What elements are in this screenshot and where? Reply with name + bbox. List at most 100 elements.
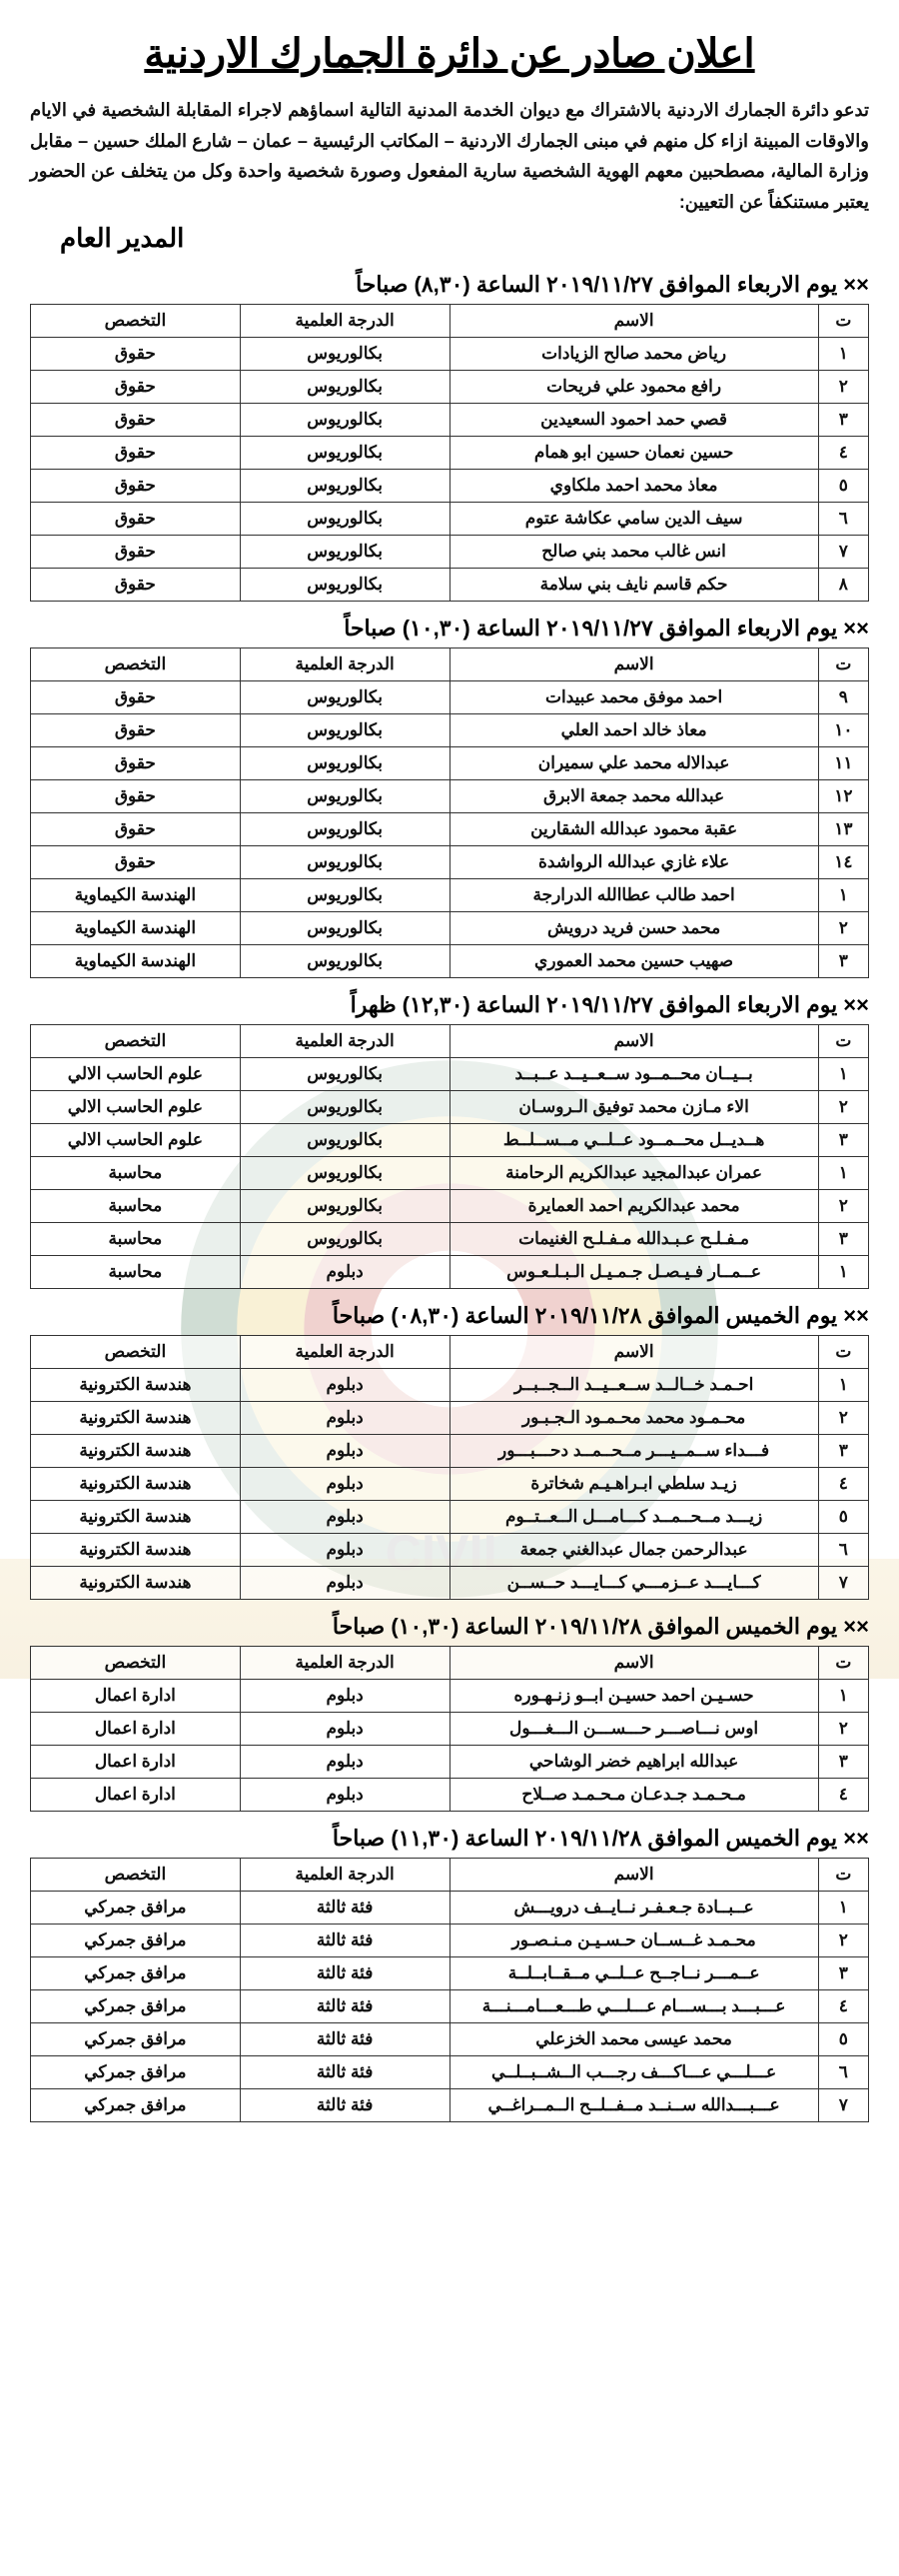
column-header-spec: التخصص	[31, 1025, 241, 1058]
cell-degree: بكالوريوس	[240, 1124, 450, 1157]
cell-index: ٨	[818, 569, 868, 602]
table-row: ٩احمد موفق محمد عبيداتبكالوريوسحقوق	[31, 681, 869, 714]
table-row: ١احـمـد خــالــد ســعــيــد الــجــبــرد…	[31, 1369, 869, 1402]
cell-index: ١	[818, 1680, 868, 1713]
table-row: ١٤علاء غازي عبدالله الرواشدةبكالوريوسحقو…	[31, 846, 869, 879]
cell-name: بــيــان محــمــود ســعــيــد عــبــد	[450, 1058, 818, 1091]
table-row: ٧كـــايـــد عــزمـــي كـــايـــد حــســن…	[31, 1567, 869, 1600]
table-row: ٢محـمـود محمد محـمـود الـجـبـوردبلومهندس…	[31, 1402, 869, 1435]
cell-spec: الهندسة الكيماوية	[31, 945, 241, 978]
table-row: ١عــبــادة جـعـفـر نــايــف درويـــشفئة …	[31, 1892, 869, 1925]
column-header-spec: التخصص	[31, 1647, 241, 1680]
cell-name: معاذ خالد احمد العلي	[450, 714, 818, 747]
cell-name: عـــبـــد بـــســـام عـــلـــي طـــعـــا…	[450, 1990, 818, 2023]
table-row: ٣مـفـلـح عـبـدالله مـفـلـح الغنيماتبكالو…	[31, 1223, 869, 1256]
cell-name: مـفـلـح عـبـدالله مـفـلـح الغنيمات	[450, 1223, 818, 1256]
cell-degree: بكالوريوس	[240, 879, 450, 912]
cell-index: ٣	[818, 1957, 868, 1990]
cell-degree: بكالوريوس	[240, 536, 450, 569]
cell-name: اوس نـــاصـــر حـــســـن الـــغـــول	[450, 1713, 818, 1746]
table-row: ٢الاء مـازن محمد توفيق الـروسـانبكالوريو…	[31, 1091, 869, 1124]
table-row: ٢رافع محمود علي فريحاتبكالوريوسحقوق	[31, 371, 869, 404]
cell-degree: فئة ثالثة	[240, 1957, 450, 1990]
cell-name: محمد عيسى محمد الخزعلي	[450, 2023, 818, 2056]
cell-index: ٣	[818, 1223, 868, 1256]
table-row: ٦سيف الدين سامي عكاشة عتومبكالوريوسحقوق	[31, 503, 869, 536]
cell-spec: هندسة الكترونية	[31, 1369, 241, 1402]
cell-name: زيـــد مــحــمــد كـــامـــل الــعــتــو…	[450, 1501, 818, 1534]
session-title: ×× يوم الاربعاء الموافق ٢٠١٩/١١/٢٧ الساع…	[30, 272, 869, 298]
cell-spec: محاسبة	[31, 1190, 241, 1223]
cell-degree: دبلوم	[240, 1680, 450, 1713]
table-row: ١١عبدالاله محمد علي سميرانبكالوريوسحقوق	[31, 747, 869, 780]
cell-degree: دبلوم	[240, 1369, 450, 1402]
cell-spec: حقوق	[31, 437, 241, 470]
cell-index: ١٠	[818, 714, 868, 747]
column-header-index: ت	[818, 1336, 868, 1369]
cell-degree: دبلوم	[240, 1402, 450, 1435]
cell-name: حسين نعمان حسين ابو همام	[450, 437, 818, 470]
table-row: ٦عـــلـــي عـــاكـــف رجـــب الــشــبــل…	[31, 2056, 869, 2089]
cell-spec: مرافق جمركي	[31, 1990, 241, 2023]
cell-degree: دبلوم	[240, 1501, 450, 1534]
cell-degree: بكالوريوس	[240, 1157, 450, 1190]
cell-index: ١	[818, 1256, 868, 1289]
session-title: ×× يوم الاربعاء الموافق ٢٠١٩/١١/٢٧ الساع…	[30, 992, 869, 1018]
cell-spec: حقوق	[31, 503, 241, 536]
cell-degree: بكالوريوس	[240, 780, 450, 813]
cell-spec: ادارة اعمال	[31, 1746, 241, 1779]
cell-index: ٢	[818, 1091, 868, 1124]
cell-index: ١٢	[818, 780, 868, 813]
session-title: ×× يوم الاربعاء الموافق ٢٠١٩/١١/٢٧ الساع…	[30, 616, 869, 642]
cell-name: محمد عبدالكريم احمد العمايرة	[450, 1190, 818, 1223]
cell-index: ٣	[818, 1746, 868, 1779]
cell-spec: هندسة الكترونية	[31, 1402, 241, 1435]
cell-index: ٤	[818, 437, 868, 470]
cell-name: عبدالله ابراهيم خضر الوشاحي	[450, 1746, 818, 1779]
cell-degree: بكالوريوس	[240, 1091, 450, 1124]
column-header-degree: الدرجة العلمية	[240, 1647, 450, 1680]
table-row: ٤عـــبـــد بـــســـام عـــلـــي طـــعـــ…	[31, 1990, 869, 2023]
table-row: ٧عـــبـــدالله ســنــد مــفــلــح الــمـ…	[31, 2089, 869, 2122]
cell-degree: فئة ثالثة	[240, 1892, 450, 1925]
cell-name: كـــايـــد عــزمـــي كـــايـــد حــســن	[450, 1567, 818, 1600]
cell-index: ٥	[818, 1501, 868, 1534]
cell-index: ١١	[818, 747, 868, 780]
column-header-degree: الدرجة العلمية	[240, 1859, 450, 1892]
cell-name: معاذ محمد احمد ملكاوي	[450, 470, 818, 503]
cell-degree: بكالوريوس	[240, 747, 450, 780]
cell-index: ٢	[818, 1713, 868, 1746]
session-title: ×× يوم الخميس الموافق ٢٠١٩/١١/٢٨ الساعة …	[30, 1826, 869, 1852]
table-row: ٦عبدالرحمن جمال عبدالغني جمعةدبلومهندسة …	[31, 1534, 869, 1567]
cell-degree: بكالوريوس	[240, 1190, 450, 1223]
cell-index: ٢	[818, 1190, 868, 1223]
cell-spec: مرافق جمركي	[31, 1925, 241, 1957]
cell-name: عــبــادة جـعـفـر نــايــف درويـــش	[450, 1892, 818, 1925]
cell-degree: دبلوم	[240, 1435, 450, 1468]
cell-index: ٢	[818, 1925, 868, 1957]
cell-spec: ادارة اعمال	[31, 1713, 241, 1746]
column-header-degree: الدرجة العلمية	[240, 648, 450, 681]
table-row: ٣صهيب حسين محمد العموريبكالوريوسالهندسة …	[31, 945, 869, 978]
column-header-name: الاسم	[450, 305, 818, 338]
column-header-index: ت	[818, 648, 868, 681]
table-row: ٧انس غالب محمد بني صالحبكالوريوسحقوق	[31, 536, 869, 569]
table-row: ٢محمد حسن فريد درويشبكالوريوسالهندسة الك…	[31, 912, 869, 945]
cell-spec: هندسة الكترونية	[31, 1435, 241, 1468]
cell-degree: بكالوريوس	[240, 569, 450, 602]
cell-spec: حقوق	[31, 536, 241, 569]
cell-name: رافع محمود علي فريحات	[450, 371, 818, 404]
cell-degree: دبلوم	[240, 1567, 450, 1600]
cell-index: ٢	[818, 912, 868, 945]
schedule-table: تالاسمالدرجة العلميةالتخصص١عــبــادة جـع…	[30, 1858, 869, 2122]
cell-degree: بكالوريوس	[240, 338, 450, 371]
cell-name: صهيب حسين محمد العموري	[450, 945, 818, 978]
cell-index: ٤	[818, 1779, 868, 1812]
cell-degree: بكالوريوس	[240, 404, 450, 437]
cell-degree: فئة ثالثة	[240, 2089, 450, 2122]
cell-spec: حقوق	[31, 569, 241, 602]
cell-degree: بكالوريوس	[240, 503, 450, 536]
cell-name: هــديــل محــمــود عــلــي مــســلــط	[450, 1124, 818, 1157]
cell-spec: هندسة الكترونية	[31, 1534, 241, 1567]
cell-spec: محاسبة	[31, 1157, 241, 1190]
